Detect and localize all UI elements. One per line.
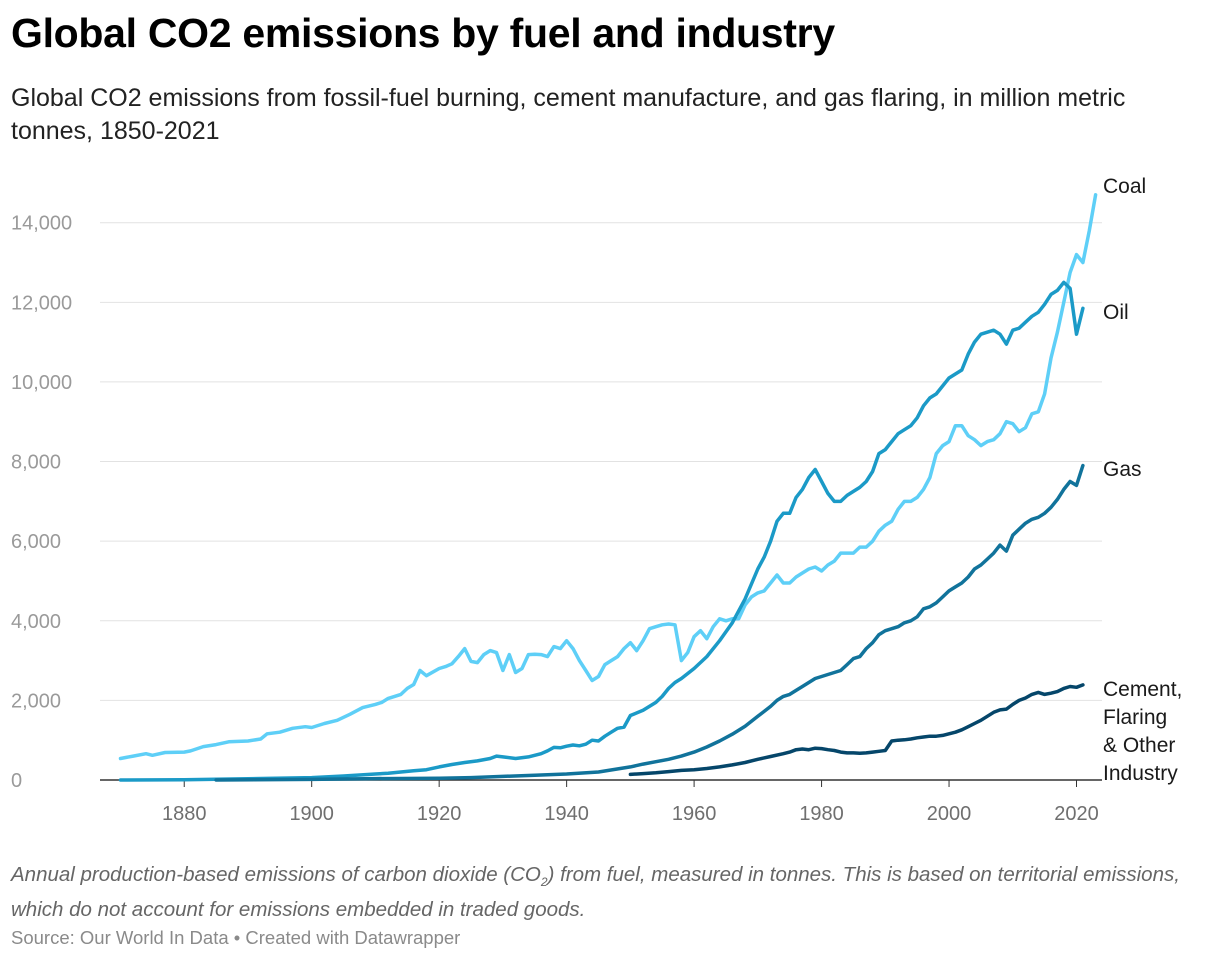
- series-label-1: Coal: [1103, 175, 1146, 198]
- series-line-4: [628, 683, 1085, 777]
- chart-source: Source: Our World In Data • Created with…: [11, 927, 461, 948]
- x-tick-label: 1880: [162, 803, 207, 825]
- series-label-4: Industry: [1103, 762, 1178, 785]
- x-tick-label: 2000: [927, 803, 972, 825]
- y-tick-label: 0: [11, 770, 22, 792]
- series-label-4: Flaring: [1103, 706, 1167, 729]
- series-line-3: [214, 463, 1085, 782]
- x-tick-label: 2020: [1054, 803, 1099, 825]
- x-tick-label: 1940: [544, 803, 589, 825]
- note-text-after: ) from fuel, measured in tonnes. This is…: [11, 863, 1180, 922]
- series-labels: Coal Oil Gas Cement, Flaring & Other Industry: [1103, 175, 1182, 785]
- y-tick-label: 14,000: [11, 213, 72, 235]
- chart-subtitle: Global CO2 emissions from fossil-fuel bu…: [11, 84, 1126, 145]
- y-tick-label: 2,000: [11, 690, 61, 712]
- chart-title: Global CO2 emissions by fuel and industr…: [11, 10, 835, 56]
- series-line-1: [118, 193, 1098, 761]
- series-label-2: Oil: [1103, 301, 1129, 324]
- y-tick-label: 4,000: [11, 611, 61, 633]
- x-tick-label: 1980: [799, 803, 844, 825]
- y-tick-label: 12,000: [11, 292, 72, 314]
- x-tick-label: 1960: [672, 803, 717, 825]
- note-text-before: Annual production-based emissions of car…: [11, 863, 541, 886]
- x-tick-label: 1920: [417, 803, 462, 825]
- note-subscript: 2: [540, 875, 548, 890]
- series-label-3: Gas: [1103, 458, 1142, 481]
- chart-note: Annual production-based emissions of car…: [11, 861, 1206, 924]
- y-axis-ticks: 0 2,000 4,000 6,000 8,000 10,000 12,000 14,000: [11, 213, 72, 792]
- y-tick-label: 8,000: [11, 452, 61, 474]
- x-axis-ticks: 1880 1900 1920 1940 1960 1980 2000 2020: [162, 780, 1099, 825]
- y-tick-label: 10,000: [11, 372, 72, 394]
- y-tick-label: 6,000: [11, 531, 61, 553]
- x-tick-label: 1900: [289, 803, 334, 825]
- series-lines: [118, 193, 1098, 782]
- series-label-4: & Other: [1103, 734, 1175, 757]
- series-label-4: Cement,: [1103, 678, 1182, 701]
- gridlines: [100, 222, 1102, 781]
- series-line-2: [118, 280, 1085, 782]
